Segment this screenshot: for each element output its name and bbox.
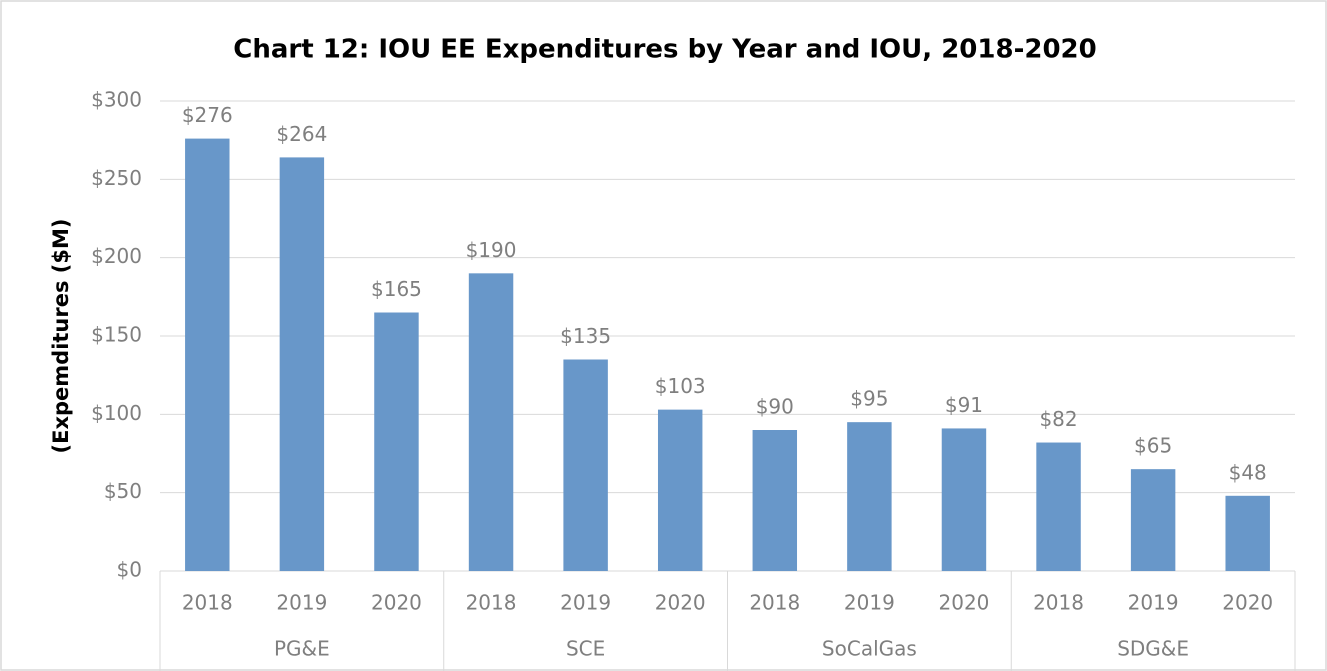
x-tick-label: 2018 (466, 591, 517, 615)
y-tick-label: $150 (91, 323, 142, 347)
x-tick-label: 2020 (939, 591, 990, 615)
group-label: PG&E (274, 637, 330, 661)
bar (374, 312, 419, 571)
y-tick-label: $250 (91, 166, 142, 190)
y-tick-label: $200 (91, 244, 142, 268)
y-axis-label: (Expemditures ($M) (49, 219, 73, 454)
group-label: SDG&E (1117, 637, 1189, 661)
y-tick-label: $100 (91, 401, 142, 425)
bar (752, 430, 798, 571)
x-tick-label: 2019 (560, 591, 611, 615)
chart-title: Chart 12: IOU EE Expenditures by Year an… (233, 35, 1096, 65)
bar (185, 138, 230, 571)
data-label: $190 (466, 238, 517, 262)
bar (1130, 469, 1176, 571)
data-label: $135 (560, 324, 611, 348)
x-tick-label: 2020 (371, 591, 422, 615)
data-label: $165 (371, 277, 422, 301)
bar (563, 359, 608, 571)
data-label: $103 (655, 374, 706, 398)
x-tick-label: 2019 (276, 591, 327, 615)
data-label: $95 (850, 387, 888, 411)
x-tick-label: 2018 (749, 591, 800, 615)
bar (279, 157, 325, 571)
y-tick-label: $50 (104, 479, 142, 503)
x-tick-label: 2020 (655, 591, 706, 615)
data-label: $91 (945, 393, 983, 417)
data-label: $276 (182, 103, 233, 127)
x-tick-label: 2018 (182, 591, 233, 615)
x-tick-label: 2019 (844, 591, 895, 615)
data-label: $90 (756, 395, 794, 419)
group-label: SoCalGas (822, 637, 917, 661)
bar (1036, 442, 1081, 571)
group-label: SCE (566, 637, 605, 661)
x-tick-label: 2020 (1222, 591, 1273, 615)
x-tick-label: 2019 (1128, 591, 1179, 615)
data-label: $65 (1134, 434, 1172, 458)
bar (468, 273, 514, 571)
bar (1225, 495, 1270, 571)
data-label: $264 (276, 122, 327, 146)
data-label: $48 (1229, 460, 1267, 484)
y-tick-label: $300 (91, 88, 142, 112)
bar (847, 422, 892, 571)
bar (941, 428, 987, 571)
x-tick-label: 2018 (1033, 591, 1084, 615)
y-tick-label: $0 (117, 558, 142, 582)
data-label: $82 (1039, 407, 1077, 431)
bar (657, 409, 703, 571)
